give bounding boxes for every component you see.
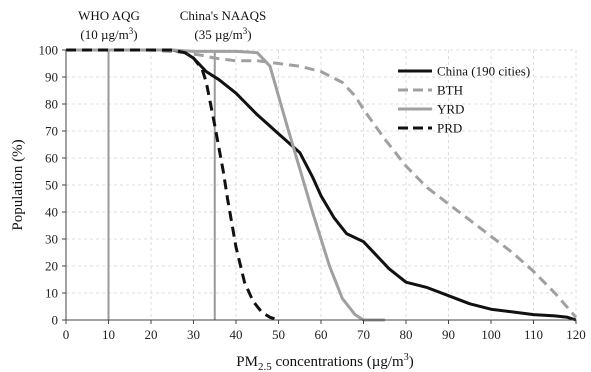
series-lines: [66, 48, 578, 322]
x-tick-label: 60: [315, 327, 328, 342]
y-tick-label: 70: [45, 124, 58, 139]
naaqs-value: (35 µg/m3): [194, 26, 251, 42]
y-axis-title: Population (%): [10, 139, 26, 230]
reference-lines: [107, 50, 216, 320]
legend-label: YRD: [437, 102, 464, 117]
x-tick-label: 50: [272, 327, 285, 342]
y-tick-label: 0: [52, 313, 59, 328]
x-tick-label: 90: [442, 327, 455, 342]
y-tick-label: 10: [45, 286, 58, 301]
series-line: [66, 48, 577, 322]
series-line: [66, 48, 385, 322]
y-tick-label: 20: [45, 259, 58, 274]
y-tick-label: 60: [45, 151, 58, 166]
legend-label: PRD: [437, 121, 462, 136]
reference-annotations: WHO AQG (10 µg/m3) China's NAAQS (35 µg/…: [78, 8, 266, 42]
x-tick-label: 30: [187, 327, 200, 342]
x-tick-label: 80: [400, 327, 413, 342]
who-aqg-value: (10 µg/m3): [80, 26, 137, 42]
x-tick-label: 40: [230, 327, 243, 342]
x-tick-label: 10: [102, 327, 115, 342]
y-tick-label: 80: [45, 97, 58, 112]
grid-lines: [65, 49, 577, 321]
x-tick-label: 70: [357, 327, 370, 342]
x-tick-label: 20: [145, 327, 158, 342]
y-tick-label: 90: [45, 70, 58, 85]
series-line: [66, 48, 279, 322]
legend: China (190 cities) BTH YRD PRD: [398, 64, 530, 136]
who-aqg-label: WHO AQG: [78, 8, 140, 23]
legend-label: BTH: [437, 83, 463, 98]
x-tick-label: 120: [566, 327, 586, 342]
y-tick-label: 50: [45, 178, 58, 193]
naaqs-label: China's NAAQS: [180, 8, 267, 23]
y-tick-label: 30: [45, 232, 58, 247]
x-tick-label: 0: [63, 327, 70, 342]
series-line: [66, 48, 578, 319]
x-tick-label: 100: [481, 327, 501, 342]
x-tick-label: 110: [524, 327, 543, 342]
y-tick-label: 40: [45, 205, 58, 220]
legend-label: China (190 cities): [437, 64, 530, 79]
x-axis-title: PM2.5 concentrations (µg/m3): [236, 352, 413, 372]
tick-labels: 0 10 20 30 40 50 60 70 80 90 100 110 120 0 10 20 30 40 50 6…: [39, 43, 586, 343]
y-tick-label: 100: [39, 43, 59, 58]
